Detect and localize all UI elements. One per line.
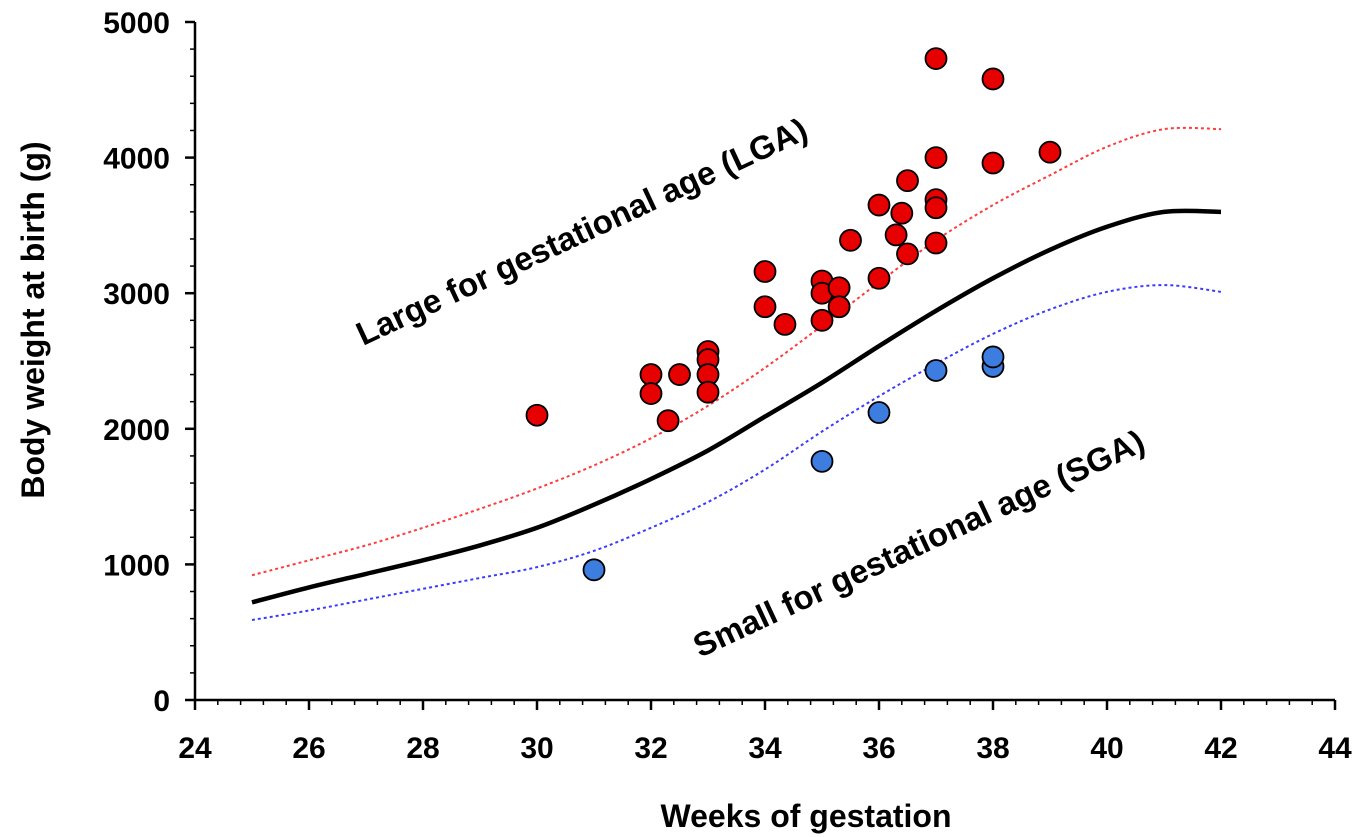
sga-point [810, 449, 834, 473]
x-tick-label: 36 [862, 732, 895, 765]
lga-point [639, 363, 663, 386]
lga-point [924, 231, 948, 255]
x-tick-label: 30 [520, 732, 553, 765]
reference-curves [251, 126, 1222, 621]
x-tick-label: 24 [178, 732, 212, 765]
y-axis-label: Body weight at birth (g) [15, 141, 51, 498]
lga-point [981, 151, 1005, 175]
sga-point [867, 401, 891, 424]
median-curve [251, 208, 1222, 605]
lga-annotation: Large for gestational age (LGA) [350, 110, 813, 352]
y-tick-label: 0 [153, 685, 170, 718]
x-tick-label: 42 [1204, 732, 1237, 765]
lga-point [753, 295, 777, 319]
lga-point [827, 276, 851, 300]
y-tick-label: 5000 [103, 7, 170, 40]
sga-point [981, 345, 1005, 369]
lga-point [753, 260, 777, 283]
lga-point [773, 312, 797, 336]
lga-point [896, 169, 919, 193]
lga-point [1038, 140, 1062, 164]
x-tick-label: 40 [1090, 732, 1123, 765]
lower-percentile-curve [251, 284, 1222, 621]
x-tick-label: 44 [1318, 732, 1352, 765]
lga-point [867, 266, 891, 290]
x-tick-label: 26 [292, 732, 325, 765]
y-tick-label: 3000 [103, 278, 170, 311]
lga-point [981, 67, 1005, 91]
lga-point [668, 363, 691, 386]
data-points [525, 47, 1062, 582]
lga-point [924, 47, 948, 71]
lga-point [839, 228, 862, 252]
sga-point [582, 558, 606, 582]
x-tick-label: 34 [748, 732, 782, 765]
lga-point [810, 308, 834, 332]
lga-point [924, 196, 948, 220]
lga-point [639, 382, 663, 405]
lga-point [827, 295, 851, 319]
lga-point [525, 403, 549, 427]
lga-point [696, 380, 720, 404]
lga-point [924, 146, 948, 170]
y-tick-label: 1000 [103, 549, 170, 582]
lga-point [656, 409, 680, 433]
lga-point [890, 201, 914, 225]
lga-point [867, 193, 891, 217]
axes: 24 26 28 30 32 34 36 38 40 42 44 0 1000 2000 3000 4000 5… [103, 7, 1352, 765]
x-tick-label: 32 [634, 732, 667, 765]
x-tick-label: 28 [406, 732, 439, 765]
y-tick-label: 2000 [103, 414, 170, 447]
lga-point [896, 242, 919, 266]
x-tick-label: 38 [976, 732, 1009, 765]
upper-percentile-curve [251, 126, 1222, 577]
sga-point [924, 359, 948, 382]
sga-annotation: Small for gestational age (SGA) [687, 422, 1150, 664]
y-tick-label: 4000 [103, 143, 170, 176]
x-axis-label: Weeks of gestation [660, 798, 951, 834]
lga-point [884, 223, 908, 247]
